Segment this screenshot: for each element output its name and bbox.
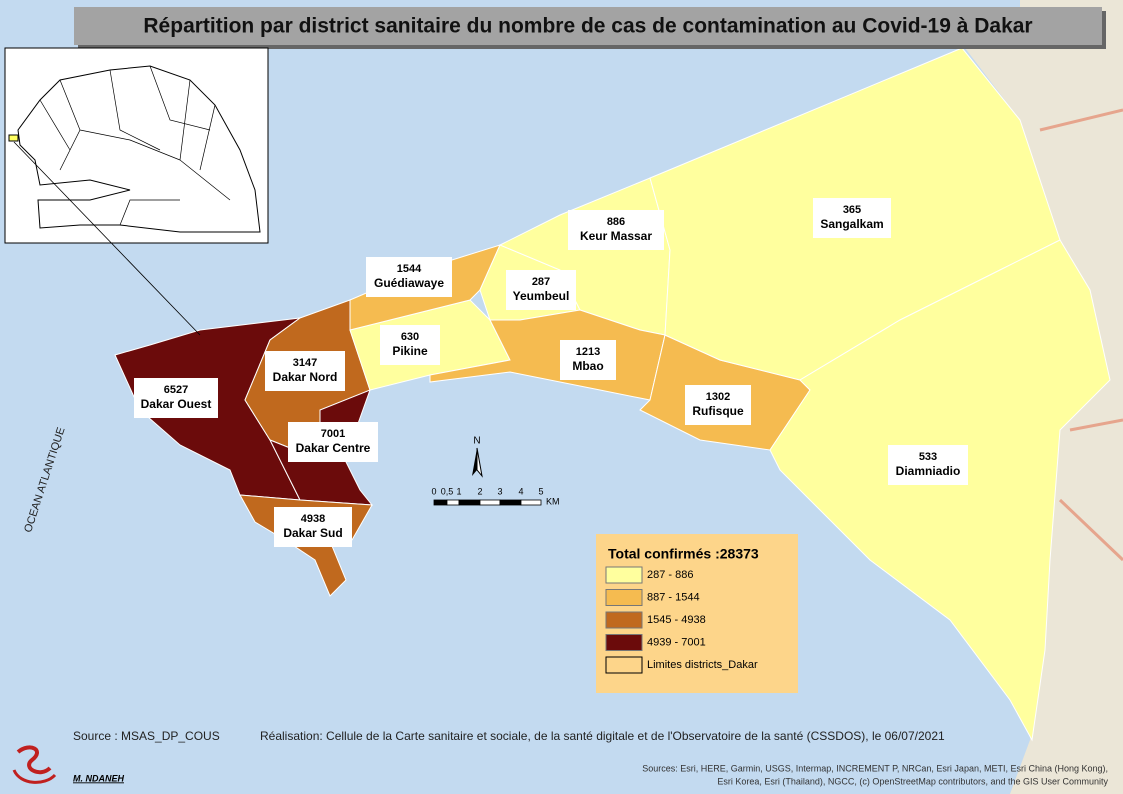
district-name: Keur Massar: [580, 229, 652, 243]
district-cases: 3147: [293, 357, 317, 369]
district: [769, 239, 1111, 742]
district-name: Diamniadio: [896, 464, 961, 478]
inset-dakar: [8, 134, 19, 142]
scale-segment: [458, 499, 481, 506]
scale-segment: [433, 499, 448, 506]
district-cases: 6527: [164, 384, 188, 396]
district-name: Sangalkam: [820, 217, 883, 231]
scale-label: 2: [477, 486, 482, 496]
legend-label: 887 - 1544: [647, 591, 700, 603]
scale-segment: [520, 499, 542, 506]
district-cases: 1544: [397, 263, 422, 275]
legend-label: 1545 - 4938: [647, 614, 706, 626]
district-cases: 533: [919, 451, 937, 463]
district-cases: 886: [607, 216, 625, 228]
label-box: [134, 378, 218, 418]
scale-segment: [479, 499, 501, 506]
north-arrow: [472, 448, 477, 476]
north-label: N: [473, 436, 480, 447]
legend-swatch: [605, 589, 643, 606]
source: Source : MSAS_DP_COUS: [73, 729, 220, 743]
legend-swatch: [605, 634, 643, 651]
district-name: Dakar Nord: [273, 370, 338, 384]
district-name: Rufisque: [692, 404, 744, 418]
district-cases: 630: [401, 331, 419, 343]
scale-label: 4: [518, 486, 523, 496]
title: Répartition par district sanitaire du no…: [143, 15, 1032, 38]
roads: [1039, 108, 1123, 562]
district-cases: 1213: [576, 346, 600, 358]
title-bar: [74, 7, 1102, 45]
scale-label: 0,5: [441, 486, 454, 496]
label-box: [568, 210, 664, 250]
district-name: Dakar Centre: [296, 441, 371, 455]
district-name: Dakar Ouest: [141, 397, 212, 411]
senegal-outline: [17, 65, 261, 233]
district-cases: 365: [843, 204, 861, 216]
inset-leader: [13, 141, 201, 336]
district-cases: 4938: [301, 513, 325, 525]
logo: [16, 745, 52, 775]
legend-swatch: [605, 656, 643, 674]
district-name: Yeumbeul: [513, 289, 570, 303]
district-name: Guédiawaye: [374, 276, 444, 290]
legend-label: 4939 - 7001: [647, 636, 706, 648]
label-box: [506, 270, 576, 310]
logo: [12, 769, 57, 784]
label-box: [813, 198, 891, 238]
north-arrow: [476, 447, 483, 478]
land-tiles: [965, 0, 1123, 794]
label-box: [288, 422, 378, 462]
legend-title: Total confirmés :28373: [608, 546, 759, 562]
scale-label: 3: [497, 486, 502, 496]
label-box: [888, 445, 968, 485]
legend-label: 287 - 886: [647, 569, 693, 581]
realisation: Réalisation: Cellule de la Carte sanitai…: [260, 729, 945, 743]
district-name: Dakar Sud: [283, 526, 342, 540]
district-name: Mbao: [572, 359, 603, 373]
scale-label: 1: [456, 486, 461, 496]
credits: Sources: Esri, HERE, Garmin, USGS, Inter…: [642, 763, 1108, 773]
label-box: [560, 340, 616, 380]
scale-segment: [499, 499, 522, 506]
scale-label: 5: [538, 486, 543, 496]
author: M. NDANEH: [73, 773, 124, 783]
district-cases: 1302: [706, 391, 730, 403]
label-box: [366, 257, 452, 297]
legend-label: Limites districts_Dakar: [647, 659, 758, 671]
district-cases: 287: [532, 276, 550, 288]
legend-swatch: [605, 611, 643, 629]
label-box: [685, 385, 751, 425]
credits: Esri Korea, Esri (Thailand), NGCC, (c) O…: [717, 776, 1108, 786]
scale-segment: [446, 499, 460, 506]
legend-swatch: [605, 566, 643, 584]
district-name: Pikine: [392, 344, 428, 358]
scale-label: 0: [431, 486, 436, 496]
label-box: [380, 325, 440, 365]
scale-bar: 0 0,5 1 2 3 4 5KM: [431, 486, 559, 506]
scale-unit: KM: [546, 496, 560, 506]
label-box: [274, 507, 352, 547]
label-box: [265, 351, 345, 391]
inset-boundaries: [39, 65, 231, 226]
district-cases: 7001: [321, 428, 345, 440]
legend: 287 - 886 887 - 1544 1545 - 4938 4939 - 700…: [605, 566, 758, 674]
